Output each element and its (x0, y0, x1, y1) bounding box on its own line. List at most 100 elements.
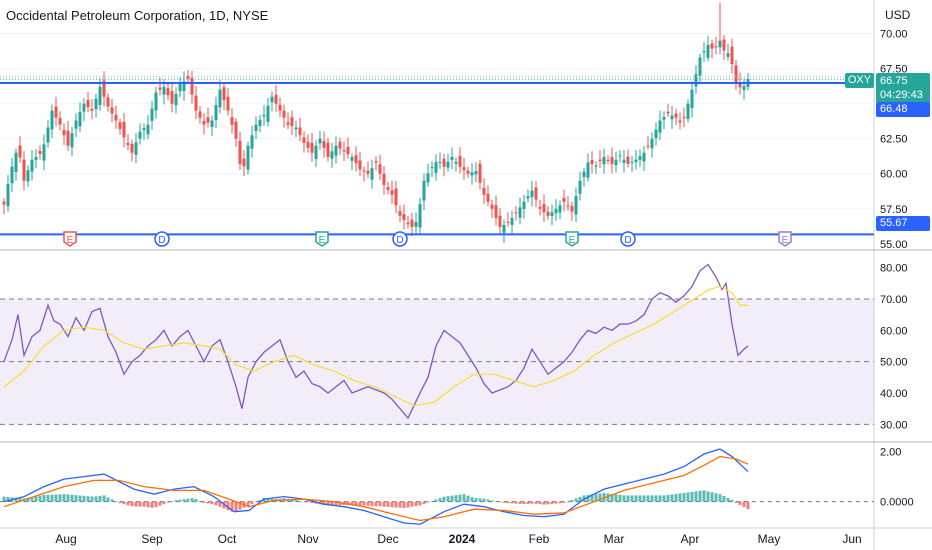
macd-histogram-bar (14, 497, 18, 502)
rsi-tick-label: 80.00 (880, 263, 908, 275)
macd-histogram-bar (550, 501, 554, 504)
macd-histogram-bar (226, 501, 230, 511)
candle-body (222, 87, 226, 101)
macd-histogram-bar (482, 498, 486, 502)
macd-histogram-bar (150, 501, 154, 508)
event-marker-letter: E (67, 235, 74, 246)
candle-body (650, 138, 654, 149)
candle-body (62, 130, 66, 136)
macd-histogram-bar (434, 499, 438, 502)
macd-histogram-bar (94, 496, 98, 502)
macd-histogram-bar (126, 501, 130, 506)
currency-label[interactable]: USD (885, 8, 911, 22)
candle-body (14, 152, 18, 173)
time-axis-label: Feb (529, 532, 550, 546)
macd-histogram-bar (362, 501, 366, 506)
candle-body (226, 96, 230, 111)
candle-body (442, 158, 446, 167)
candle-body (282, 110, 286, 118)
macd-histogram-bar (618, 494, 622, 502)
macd-histogram-bar (74, 495, 78, 502)
candle-body (206, 117, 210, 123)
macd-histogram-bar (446, 496, 450, 502)
candle-body (170, 91, 174, 104)
macd-histogram-bar (186, 498, 190, 502)
macd-histogram-bar (530, 501, 534, 504)
macd-histogram-bar (734, 501, 738, 503)
candle-body (514, 212, 518, 214)
candle-body (478, 163, 482, 183)
macd-histogram-bar (250, 501, 254, 504)
macd-histogram-bar (70, 494, 74, 502)
candle-body (266, 105, 270, 122)
macd-histogram-bar (650, 495, 654, 502)
candle-body (102, 80, 106, 97)
chart-title: Occidental Petroleum Corporation, 1D, NY… (6, 8, 269, 23)
candle-body (430, 167, 434, 169)
candle-body (462, 167, 466, 171)
macd-histogram-bar (746, 501, 750, 510)
macd-histogram-bar (722, 496, 726, 502)
candle-body (50, 110, 54, 130)
candle-body (6, 184, 10, 207)
price-tick-label: 55.00 (880, 239, 908, 251)
macd-histogram-bar (678, 493, 682, 502)
macd-histogram-bar (306, 501, 310, 503)
candle-body (338, 141, 342, 149)
candle-body (718, 40, 722, 48)
candle-body (706, 44, 710, 58)
candle-body (182, 81, 186, 91)
macd-histogram-bar (190, 498, 194, 502)
rsi-tick-label: 60.00 (880, 325, 908, 337)
macd-histogram-bar (66, 494, 70, 502)
candle-body (486, 193, 490, 202)
macd-line (3, 448, 749, 525)
candle-body (446, 161, 450, 168)
macd-histogram-bar (298, 501, 302, 502)
candle-body (130, 143, 134, 153)
macd-histogram-bar (390, 501, 394, 508)
macd-histogram-bar (542, 501, 546, 505)
rsi-tick-label: 50.00 (880, 357, 908, 369)
macd-histogram-bar (534, 501, 538, 504)
candle-body (590, 160, 594, 164)
macd-histogram-bar (698, 490, 702, 502)
macd-histogram-bar (630, 495, 634, 502)
candle-body (294, 127, 298, 130)
candle-body (574, 196, 578, 215)
candle-body (722, 39, 726, 51)
macd-histogram-bar (694, 491, 698, 502)
candle-body (78, 112, 82, 127)
macd-histogram-bar (414, 501, 418, 507)
candle-body (402, 214, 406, 220)
candle-body (562, 197, 566, 202)
macd-histogram-bar (162, 501, 166, 505)
macd-histogram-bar (210, 501, 214, 505)
macd-histogram-bar (554, 501, 558, 504)
macd-histogram-bar (462, 494, 466, 502)
candle-body (22, 159, 26, 181)
macd-histogram-bar (454, 495, 458, 502)
candle-body (506, 221, 510, 223)
candle-body (702, 51, 706, 53)
candle-body (150, 108, 154, 121)
macd-histogram-bar (486, 499, 490, 502)
candle-body (634, 159, 638, 163)
price-tick-label: 67.50 (880, 64, 908, 76)
macd-histogram-bar (682, 492, 686, 502)
macd-histogram-bar (474, 498, 478, 502)
macd-histogram-bar (222, 501, 226, 509)
time-axis-label: Nov (297, 532, 318, 546)
macd-histogram-bar (322, 501, 326, 506)
macd-histogram-bar (438, 498, 442, 502)
candle-body (106, 97, 110, 107)
candle-body (622, 159, 626, 163)
candle-body (670, 115, 674, 120)
macd-histogram-bar (626, 495, 630, 502)
macd-histogram-bar (102, 495, 106, 502)
macd-histogram-bar (714, 493, 718, 502)
macd-histogram-bar (622, 495, 626, 502)
candle-body (218, 89, 222, 108)
candle-body (518, 207, 522, 218)
